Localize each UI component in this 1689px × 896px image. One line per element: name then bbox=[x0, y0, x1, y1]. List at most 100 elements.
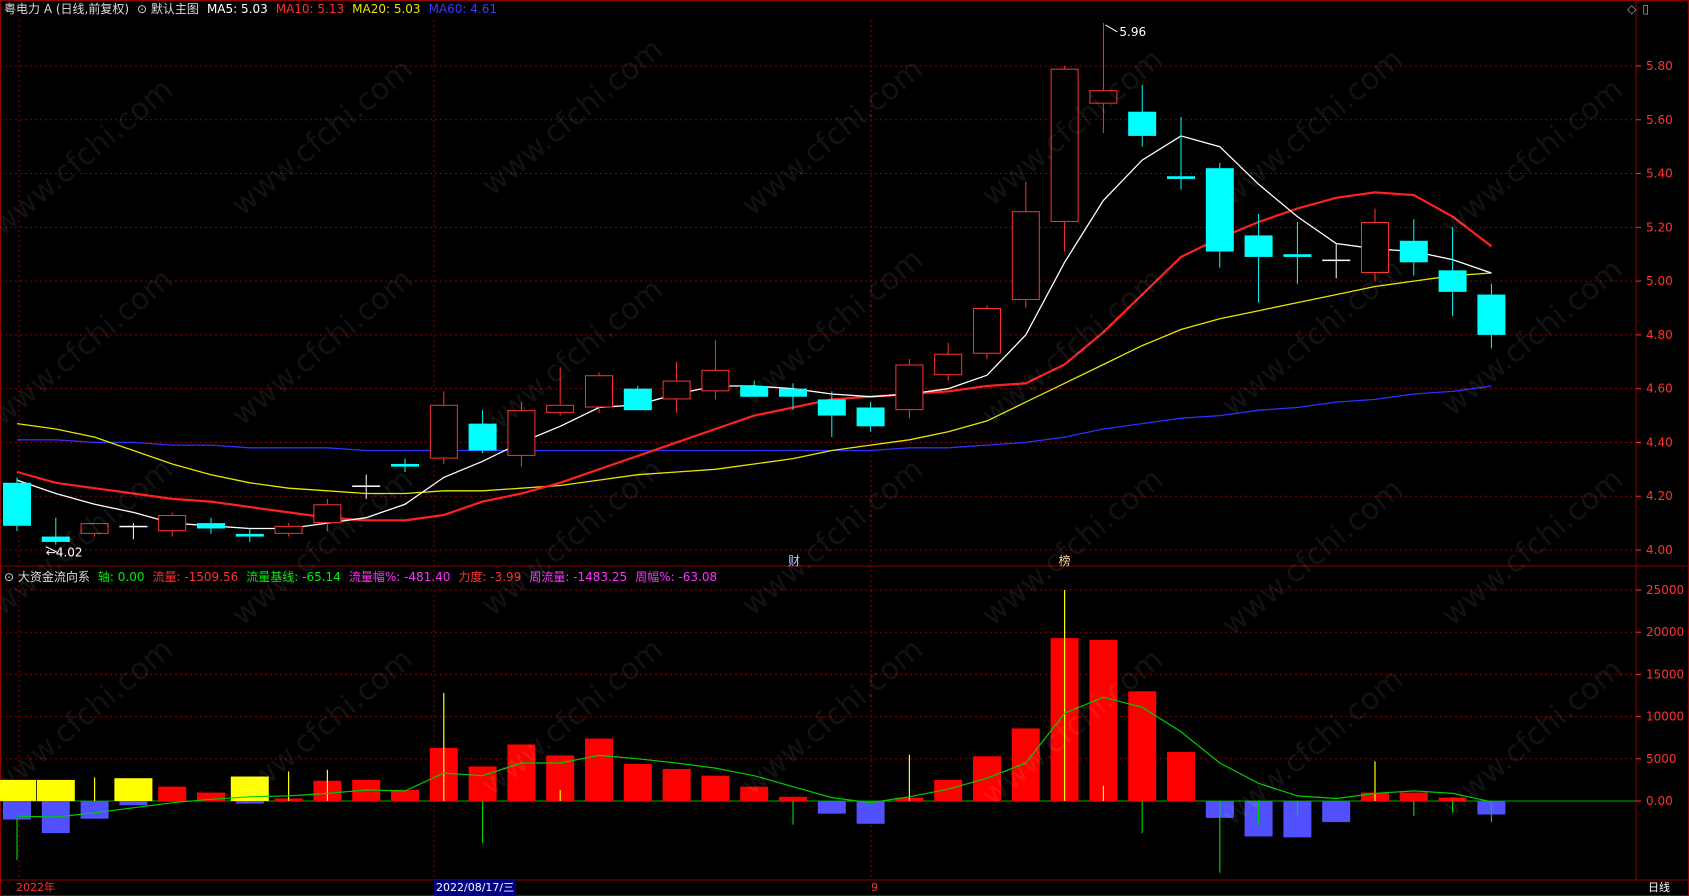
candle-body bbox=[701, 369, 730, 392]
candle bbox=[1128, 84, 1157, 147]
low-marker-line bbox=[45, 546, 59, 554]
ma20-label: MA20: 5.03 bbox=[352, 2, 421, 16]
high-marker-line bbox=[1105, 24, 1118, 33]
candle bbox=[235, 528, 264, 542]
candle-body bbox=[817, 399, 846, 416]
candle bbox=[1399, 219, 1428, 276]
flow-tick-label: 20000 bbox=[1646, 625, 1684, 639]
candle bbox=[740, 380, 769, 397]
flow-bar bbox=[701, 775, 730, 801]
flow-bar bbox=[3, 801, 31, 820]
candle bbox=[197, 517, 225, 534]
candle-body bbox=[3, 482, 31, 526]
candle-body bbox=[1399, 240, 1428, 263]
price-tick-label: 5.20 bbox=[1646, 220, 1673, 234]
candle bbox=[662, 361, 691, 413]
candle-body bbox=[585, 375, 613, 408]
high-marker-label: 5.96 bbox=[1119, 25, 1146, 39]
flow-yellow-bar bbox=[36, 779, 75, 801]
ma60-line bbox=[17, 385, 1492, 452]
candle-body bbox=[1050, 68, 1079, 222]
price-tick-label: 4.40 bbox=[1646, 435, 1673, 449]
week-label: 周流量: -1483.25 bbox=[529, 570, 628, 584]
ma5-label: MA5: 5.03 bbox=[206, 2, 268, 16]
candle bbox=[429, 391, 458, 464]
indicator-name[interactable]: ⊙ 大资金流向系 bbox=[4, 570, 90, 584]
flow-bar bbox=[1399, 792, 1428, 801]
flow-bar bbox=[1011, 728, 1040, 801]
flow-bar bbox=[856, 801, 885, 824]
flow-tick-label: 15000 bbox=[1646, 667, 1684, 681]
candle bbox=[1011, 181, 1040, 308]
flow-tick-label: 0.00 bbox=[1646, 794, 1673, 808]
flow-bar bbox=[119, 801, 148, 806]
month-label: 9 bbox=[871, 881, 878, 894]
candle-body bbox=[429, 404, 458, 459]
candle-body bbox=[1205, 168, 1234, 252]
flow-bar bbox=[197, 792, 225, 801]
candle bbox=[895, 359, 924, 419]
candle bbox=[158, 512, 187, 537]
candle-body bbox=[507, 410, 536, 456]
candle bbox=[41, 517, 70, 545]
candle-body bbox=[623, 388, 652, 411]
flowpct-label: 流量幅%: -481.40 bbox=[348, 570, 451, 584]
price-tick-label: 4.60 bbox=[1646, 382, 1673, 396]
cursor-date-label: 2022/08/17/三 bbox=[434, 880, 517, 896]
candle bbox=[3, 477, 31, 532]
price-tick-label: 4.20 bbox=[1646, 489, 1673, 503]
ma10-line bbox=[16, 191, 1493, 522]
candle bbox=[507, 402, 536, 467]
flow-yellow-bar bbox=[0, 779, 36, 801]
candle bbox=[468, 410, 497, 454]
candle bbox=[80, 523, 109, 537]
candle-body bbox=[779, 388, 807, 397]
event-bang-label: 榜 bbox=[1059, 553, 1071, 568]
candle bbox=[274, 523, 303, 537]
candle-body bbox=[1128, 111, 1157, 136]
flow-bar bbox=[80, 801, 109, 819]
price-tick-label: 5.60 bbox=[1646, 113, 1673, 127]
candle bbox=[779, 383, 807, 411]
candle-body bbox=[197, 523, 225, 529]
flow-bar bbox=[507, 744, 536, 801]
candle-body bbox=[1283, 254, 1312, 257]
candle-body bbox=[856, 407, 885, 427]
diamond-icon[interactable]: ◇ bbox=[1627, 2, 1637, 16]
window-icon[interactable]: ▯ bbox=[1642, 2, 1649, 16]
candle-body bbox=[468, 423, 497, 451]
flow-bar bbox=[1438, 797, 1467, 801]
candle bbox=[1477, 283, 1506, 349]
candle bbox=[1244, 213, 1273, 303]
candle bbox=[352, 474, 381, 499]
ma20-line bbox=[16, 272, 1492, 495]
stock-name[interactable]: 粤电力 A (日线,前复权) bbox=[4, 2, 130, 16]
flow-bar bbox=[1128, 691, 1157, 801]
flow-bar bbox=[662, 768, 691, 801]
candle bbox=[1438, 227, 1467, 317]
candle-body bbox=[1438, 270, 1467, 292]
candle bbox=[1167, 117, 1195, 190]
period-button[interactable]: 日线 bbox=[1648, 881, 1670, 894]
candle-body bbox=[934, 353, 963, 376]
candle-body bbox=[895, 364, 924, 411]
candle bbox=[546, 367, 575, 416]
main-title-button[interactable]: ⊙ 默认主图 bbox=[137, 2, 199, 16]
candle-body bbox=[1322, 259, 1351, 262]
price-tick-label: 4.00 bbox=[1646, 543, 1673, 557]
main-header: 粤电力 A (日线,前复权) ⊙ 默认主图 MA5: 5.03 MA10: 5.13 M… bbox=[4, 0, 505, 18]
candle bbox=[623, 385, 652, 411]
flow-tick-label: 25000 bbox=[1646, 583, 1684, 597]
ma60-label: MA60: 4.61 bbox=[428, 2, 497, 16]
flow-bar bbox=[1322, 801, 1351, 823]
candle-body bbox=[313, 504, 342, 524]
candle bbox=[1089, 22, 1118, 134]
candle-body bbox=[740, 385, 769, 397]
candle-body bbox=[352, 485, 381, 487]
flow-bar bbox=[934, 779, 963, 801]
flow-bar bbox=[740, 786, 769, 801]
window-controls: ◇ ▯ bbox=[1621, 2, 1649, 16]
candle bbox=[119, 523, 148, 540]
flow-bar bbox=[468, 766, 497, 801]
candle-body bbox=[1361, 221, 1389, 274]
